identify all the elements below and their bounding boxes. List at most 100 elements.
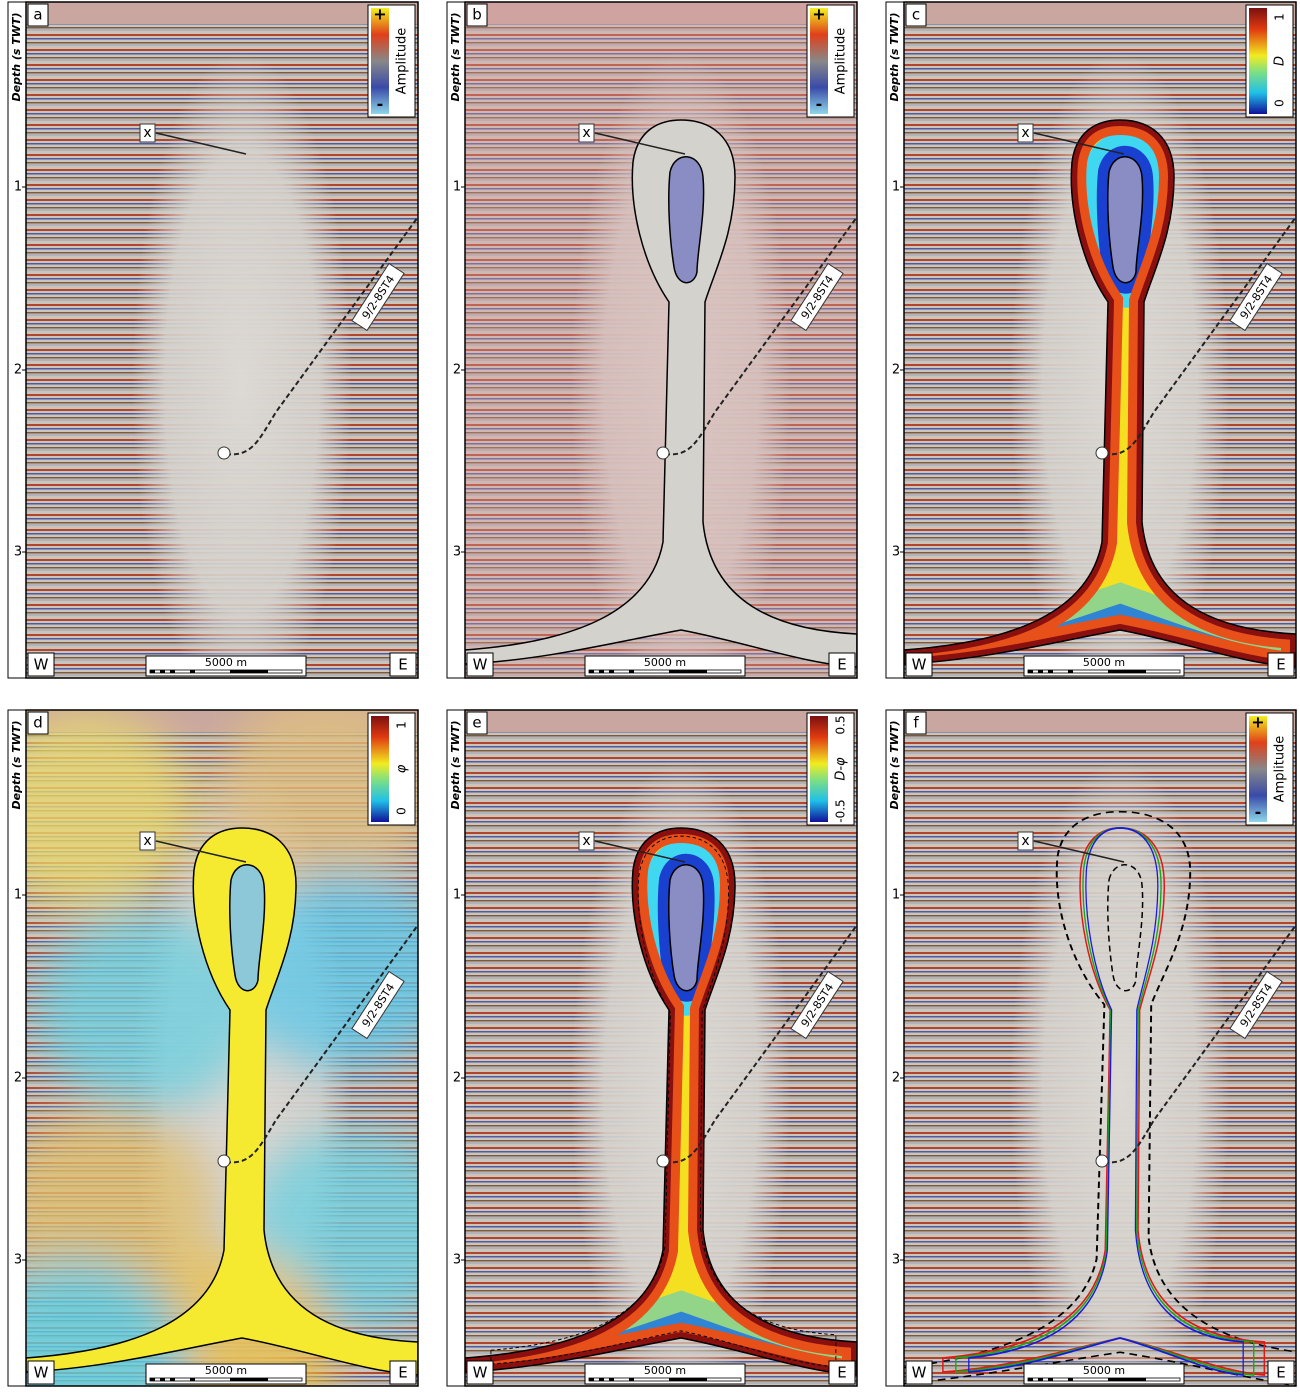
legend-max: 1 (395, 721, 409, 729)
diapir (26, 827, 418, 1376)
label-box (905, 1360, 933, 1385)
legend-max: + (373, 5, 386, 24)
scale-seg (1028, 670, 1033, 673)
well-path (664, 216, 858, 456)
depth-tick-label: 1 (453, 888, 461, 903)
depth-label: Depth (s TWT) (449, 721, 462, 810)
dashed-core (1107, 864, 1144, 992)
legend-max: + (812, 5, 825, 24)
depth-tick-label: 2 (14, 363, 22, 378)
west-label: W (34, 1364, 49, 1382)
east-label: E (1276, 656, 1285, 674)
scale-seg (589, 670, 594, 673)
scale-seg (1108, 1378, 1146, 1381)
seafloor (465, 710, 857, 732)
west-label: W (34, 656, 49, 674)
label-box (139, 123, 156, 143)
core (1107, 156, 1144, 284)
frame (903, 709, 1297, 1387)
label-box (389, 652, 417, 677)
depth-tick-label: 1 (14, 180, 22, 195)
legend: 1 0 D (1245, 4, 1294, 118)
marker-label: x (1021, 125, 1029, 141)
label-box (351, 262, 405, 332)
seafloor (904, 2, 1296, 24)
label-box (466, 3, 488, 27)
depth-strip (446, 709, 466, 1387)
scale-seg (1038, 1378, 1043, 1381)
frame (25, 1, 419, 679)
scale-seg (629, 1378, 634, 1381)
depth-tick-label: 3 (892, 1253, 900, 1268)
label-box (139, 831, 156, 851)
label-box (790, 970, 844, 1040)
scale-seg (1028, 1378, 1033, 1381)
well-point (217, 446, 231, 460)
scale-seg (230, 670, 268, 673)
marker-arrow (594, 840, 686, 863)
panel-letter: f (913, 714, 919, 732)
colorbar (1249, 716, 1267, 822)
colorbar (371, 716, 389, 822)
colorbar (1249, 8, 1267, 114)
scale-seg (170, 1378, 175, 1381)
legend-title: Amplitude (1273, 736, 1288, 803)
scale-seg (1108, 670, 1146, 673)
marker-label: x (582, 833, 590, 849)
marker-label: x (143, 833, 151, 849)
scale-label: 5000 m (644, 1364, 686, 1377)
scale-seg (230, 1378, 268, 1381)
depth-tick-label: 1 (453, 180, 461, 195)
legend: + -Amplitude (1245, 712, 1294, 826)
scale-seg (190, 670, 195, 673)
label-box (389, 1360, 417, 1385)
core (668, 156, 705, 284)
well-point (217, 1154, 231, 1168)
frame (464, 709, 858, 1387)
phi-patch (26, 710, 196, 910)
depth-tick-label: 3 (892, 545, 900, 560)
core (229, 864, 266, 992)
marker-arrow (1033, 840, 1125, 863)
depth-tick-label: 3 (453, 545, 461, 560)
label-box (27, 1360, 55, 1385)
seafloor (26, 2, 418, 24)
depth-strip (446, 1, 466, 679)
panel-letter: e (472, 714, 481, 732)
marker-label: x (582, 125, 590, 141)
well-point (656, 1154, 670, 1168)
label-box (1229, 970, 1283, 1040)
depth-strip (7, 1, 27, 679)
well-point (1095, 1154, 1109, 1168)
legend-min: -0.5 (834, 799, 848, 822)
label-box (905, 652, 933, 677)
east-label: E (398, 1364, 407, 1382)
chaotic-zone (132, 52, 352, 678)
label-box (27, 3, 49, 27)
legend-title: Amplitude (834, 28, 849, 95)
core (668, 864, 705, 992)
marker-arrow (155, 132, 247, 155)
depth-tick-label: 3 (14, 1253, 22, 1268)
legend-min: 0 (1273, 99, 1287, 107)
label-box (828, 652, 856, 677)
marker-label: x (1021, 833, 1029, 849)
depth-label: Depth (s TWT) (449, 13, 462, 102)
label-box (1229, 262, 1283, 332)
scale-seg (589, 1378, 594, 1381)
scale-seg (629, 670, 634, 673)
scale-label: 5000 m (1083, 656, 1125, 669)
marker-arrow (155, 840, 247, 863)
scale-seg (160, 1378, 165, 1381)
label-box (905, 3, 927, 27)
depth-tick-label: 2 (892, 1071, 900, 1086)
marker-label: x (143, 125, 151, 141)
image-body (904, 710, 1296, 1386)
scale-seg (669, 670, 707, 673)
